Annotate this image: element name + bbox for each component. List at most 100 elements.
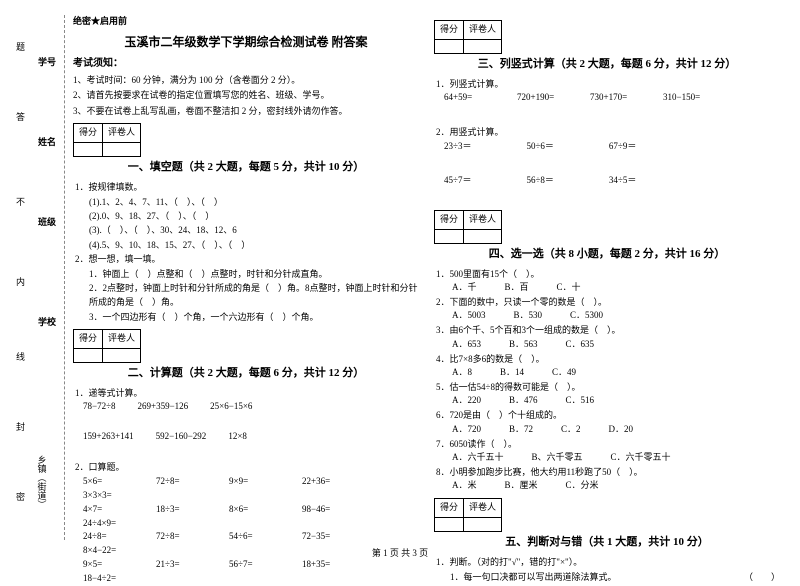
calc-item: 72÷8=: [156, 530, 211, 544]
calc-item: 64+59=: [444, 91, 499, 105]
calc2-stem: 2．口算题。: [75, 460, 419, 474]
exam-title: 玉溪市二年级数学下学期综合检测试卷 附答案: [73, 33, 419, 52]
choice-stem: 6．720是由（ ）个十组成的。: [436, 408, 780, 422]
choice-option: A．千: [452, 281, 477, 295]
seal-text: 答: [16, 110, 25, 123]
calc-item: 56÷8＝: [526, 174, 553, 188]
calc-item: 5×6=: [83, 475, 138, 489]
choice-stem: 8．小明参加跑步比赛，他大约用11秒跑了50（ ）。: [436, 465, 780, 479]
calc-item: 25×6−15×6: [210, 400, 252, 414]
score-label: 得分: [435, 499, 464, 518]
page-footer: 第 1 页 共 3 页: [0, 546, 800, 559]
choice-option: B．530: [514, 309, 543, 323]
choice-option: B、六千零五: [532, 451, 583, 465]
choice-option: C．5300: [570, 309, 603, 323]
calc-item: 98−46=: [302, 503, 357, 517]
choice-options: A．8B．14C．49: [452, 366, 780, 380]
choice-option: C．十: [557, 281, 581, 295]
judge-text: 1．每一句口决都可以写出两道除法算式。: [450, 570, 617, 584]
grader-cell: [464, 518, 502, 532]
calc-item: 23÷3＝: [444, 140, 471, 154]
choice-options: A．米B．厘米C．分米: [452, 479, 780, 493]
calc-item: 56÷7=: [229, 558, 284, 572]
q2-line: 1．钟面上（ ）点整和（ ）点整时，时针和分针成直角。: [75, 267, 419, 281]
score-label: 得分: [435, 210, 464, 229]
calc1-stem: 1．递等式计算。: [75, 386, 419, 400]
score-cell: [435, 39, 464, 53]
calc-item: 21÷3=: [156, 558, 211, 572]
left-column: 绝密★启用前 玉溪市二年级数学下学期综合检测试卷 附答案 考试须知： 1、考试时…: [73, 15, 419, 540]
calc-item: 310−150=: [663, 91, 718, 105]
grader-label: 评卷人: [464, 210, 502, 229]
seal-text: 密: [16, 490, 25, 503]
score-label: 得分: [74, 330, 103, 349]
score-cell: [435, 518, 464, 532]
calc-item: 269+359−126: [138, 400, 189, 414]
instruction: 1、考试时间：60 分钟，满分为 100 分（含卷面分 2 分）。: [73, 73, 419, 87]
choice-stem: 1．500里面有15个（ ）。: [436, 267, 780, 281]
score-cell: [74, 143, 103, 157]
choice-option: A．六千五十: [452, 451, 504, 465]
choice-options: A．653B．563C．635: [452, 338, 780, 352]
choice-options: A．六千五十B、六千零五C．六千零五十: [452, 451, 780, 465]
calc-item: 22+36=: [302, 475, 357, 489]
q1-line: (4).5、9、10、18、15、27、（ ）、（ ）: [75, 238, 419, 252]
section-2-title: 二、计算题（共 2 大题，每题 6 分，共计 12 分）: [73, 365, 419, 382]
notice-label: 考试须知：: [73, 56, 419, 72]
q1-line: (3).（ ）、（ ）、30、24、18、12、6: [75, 223, 419, 237]
calc-item: 720+190=: [517, 91, 572, 105]
calc-item: 4×7=: [83, 503, 138, 517]
section-3-title: 三、列竖式计算（共 2 大题，每题 6 分，共计 12 分）: [434, 56, 780, 73]
grader-label: 评卷人: [103, 124, 141, 143]
calc-item: 18−4÷2=: [83, 572, 138, 586]
q1-line: (1).1、2、4、7、11、（ ）、（ ）: [75, 195, 419, 209]
calc-item: 592−160−292: [156, 430, 207, 444]
seal-text: 线: [16, 350, 25, 363]
right-column: 得分评卷人 三、列竖式计算（共 2 大题，每题 6 分，共计 12 分） 1．列…: [434, 15, 780, 540]
calc2-row: 5×6=72÷8=9×9=22+36=3×3×3=: [83, 475, 419, 503]
grader-cell: [464, 39, 502, 53]
judge-line: 1．每一句口决都可以写出两道除法算式。 （ ）: [436, 570, 780, 584]
calc-item: 72÷8=: [156, 475, 211, 489]
choice-option: A．5003: [452, 309, 486, 323]
calc-item: 54÷6=: [229, 530, 284, 544]
calc-item: 24÷8=: [83, 530, 138, 544]
binding-column: 学号 姓名 班级 学校 乡镇（街道） 题 答 不 内 线 封 密: [10, 15, 65, 540]
calc-item: 9×5=: [83, 558, 138, 572]
choice-option: B．563: [509, 338, 538, 352]
calc1-row: 159+263+141 592−160−292 12×8: [83, 430, 419, 444]
choice-stem: 7．6050读作（ ）。: [436, 437, 780, 451]
choice-options: A．千B．百C．十: [452, 281, 780, 295]
choice-option: A．720: [452, 423, 481, 437]
q2-line: 2．2点整时，钟面上时针和分针所成的角是（ ）角。8点整时，钟面上时针和分针所成…: [75, 281, 419, 310]
calc2-row: 4×7=18÷3=8×6=98−46=24÷4×9=: [83, 503, 419, 531]
instruction: 2、请首先按要求在试卷的指定位置填写您的姓名、班级、学号。: [73, 88, 419, 102]
grader-label: 评卷人: [103, 330, 141, 349]
field-class: 班级: [38, 215, 56, 228]
col3-q2-stem: 2．用竖式计算。: [436, 125, 780, 139]
choice-option: A．8: [452, 366, 472, 380]
seal-text: 题: [16, 40, 25, 53]
choice-options: A．220B．476C．516: [452, 394, 780, 408]
calc-item: 730+170=: [590, 91, 645, 105]
calc-item: 12×8: [228, 430, 247, 444]
score-box: 得分评卷人: [434, 20, 502, 54]
field-name: 姓名: [38, 135, 56, 148]
score-box: 得分评卷人: [73, 329, 141, 363]
calc-item: 9×9=: [229, 475, 284, 489]
score-box: 得分评卷人: [434, 498, 502, 532]
calc-item: 8×6=: [229, 503, 284, 517]
score-cell: [435, 229, 464, 243]
exam-page: 学号 姓名 班级 学校 乡镇（街道） 题 答 不 内 线 封 密 绝密★启用前 …: [0, 0, 800, 545]
calc-item: 67÷9＝: [609, 140, 636, 154]
choice-option: C．分米: [566, 479, 599, 493]
calc-item: 18÷3=: [156, 503, 211, 517]
grader-label: 评卷人: [464, 499, 502, 518]
choice-option: D．20: [609, 423, 634, 437]
grader-cell: [464, 229, 502, 243]
score-cell: [74, 349, 103, 363]
q2-line: 3．一个四边形有（ ）个角，一个六边形有（ ）个角。: [75, 310, 419, 324]
seal-text: 内: [16, 275, 25, 288]
grader-cell: [103, 143, 141, 157]
choice-stem: 5．估一估54÷8的得数可能是（ ）。: [436, 380, 780, 394]
